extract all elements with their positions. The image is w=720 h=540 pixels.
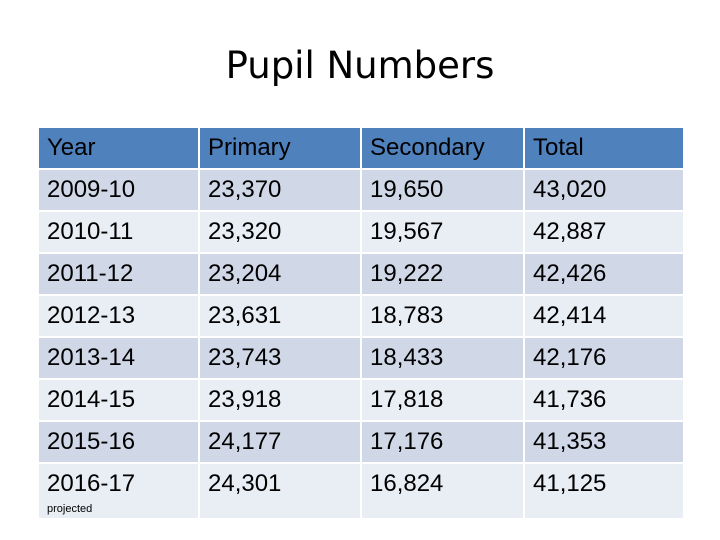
cell-total: 42,426	[523, 252, 685, 296]
cell-primary: 24,301	[198, 462, 362, 520]
table-header-row: Year Primary Secondary Total	[37, 126, 685, 170]
cell-year: 2012-13	[37, 294, 200, 338]
cell-primary: 23,743	[198, 336, 362, 380]
cell-primary: 23,370	[198, 168, 362, 212]
cell-secondary: 16,824	[360, 462, 525, 520]
cell-year-projected: 2016-17 projected	[37, 462, 200, 520]
header-secondary: Secondary	[360, 126, 525, 170]
cell-total: 42,176	[523, 336, 685, 380]
cell-year: 2009-10	[37, 168, 200, 212]
cell-year: 2015-16	[37, 420, 200, 464]
table-row: 2015-16 24,177 17,176 41,353	[37, 420, 685, 464]
cell-secondary: 18,783	[360, 294, 525, 338]
cell-secondary: 17,176	[360, 420, 525, 464]
table-row: 2016-17 projected 24,301 16,824 41,125	[37, 462, 685, 520]
table-row: 2014-15 23,918 17,818 41,736	[37, 378, 685, 422]
cell-primary: 23,204	[198, 252, 362, 296]
cell-primary: 23,631	[198, 294, 362, 338]
projected-note: projected	[47, 503, 93, 515]
cell-year: 2013-14	[37, 336, 200, 380]
header-total: Total	[523, 126, 685, 170]
table-row: 2012-13 23,631 18,783 42,414	[37, 294, 685, 338]
cell-primary: 23,918	[198, 378, 362, 422]
cell-total: 41,353	[523, 420, 685, 464]
cell-primary: 24,177	[198, 420, 362, 464]
cell-primary: 23,320	[198, 210, 362, 254]
cell-year: 2010-11	[37, 210, 200, 254]
cell-total: 42,887	[523, 210, 685, 254]
table-row: 2013-14 23,743 18,433 42,176	[37, 336, 685, 380]
table-row: 2010-11 23,320 19,567 42,887	[37, 210, 685, 254]
header-primary: Primary	[198, 126, 362, 170]
cell-secondary: 19,650	[360, 168, 525, 212]
table-row: 2009-10 23,370 19,650 43,020	[37, 168, 685, 212]
table-row: 2011-12 23,204 19,222 42,426	[37, 252, 685, 296]
header-year: Year	[37, 126, 200, 170]
cell-year: 2014-15	[37, 378, 200, 422]
cell-total: 41,736	[523, 378, 685, 422]
pupil-numbers-table: Year Primary Secondary Total 2009-10 23,…	[37, 126, 685, 520]
cell-year: 2011-12	[37, 252, 200, 296]
cell-secondary: 17,818	[360, 378, 525, 422]
cell-secondary: 19,222	[360, 252, 525, 296]
cell-secondary: 18,433	[360, 336, 525, 380]
cell-secondary: 19,567	[360, 210, 525, 254]
cell-total: 41,125	[523, 462, 685, 520]
cell-total: 42,414	[523, 294, 685, 338]
cell-total: 43,020	[523, 168, 685, 212]
slide-title: Pupil Numbers	[225, 44, 495, 87]
cell-year-value: 2016-17	[47, 470, 136, 497]
